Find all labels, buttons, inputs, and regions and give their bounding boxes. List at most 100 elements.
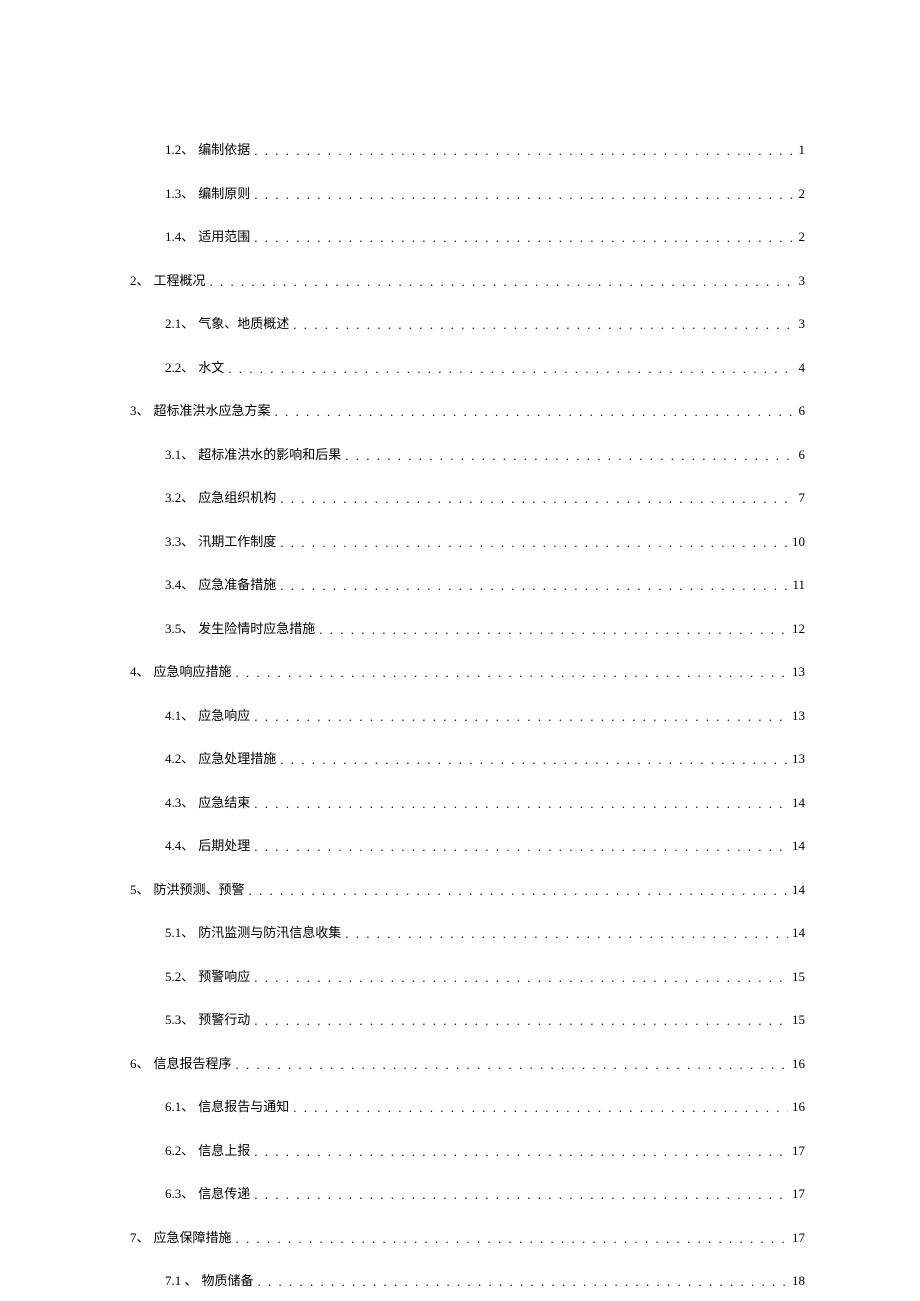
toc-entry: 2.1、气象、地质概述3 (115, 314, 805, 334)
toc-entry-page: 15 (792, 967, 805, 987)
toc-entry-page: 15 (792, 1010, 805, 1030)
toc-entry-page: 14 (792, 836, 805, 856)
toc-entry-number: 7.1 、 (165, 1271, 198, 1291)
toc-leader-dots (280, 489, 794, 509)
toc-entry-page: 17 (792, 1141, 805, 1161)
toc-entry-page: 12 (792, 619, 805, 639)
toc-entry-page: 17 (792, 1184, 805, 1204)
toc-entry-number: 3.3、 (165, 532, 194, 552)
toc-entry-page: 14 (792, 880, 805, 900)
toc-entry: 3.1、超标准洪水的影响和后果 6 (115, 445, 805, 465)
toc-entry-number: 4.4、 (165, 836, 194, 856)
toc-entry-page: 16 (792, 1097, 805, 1117)
toc-entry-number: 6.1、 (165, 1097, 194, 1117)
toc-entry: 3.5、发生险情时应急措施 12 (115, 619, 805, 639)
toc-entry-page: 10 (792, 532, 805, 552)
toc-entry-page: 14 (792, 793, 805, 813)
toc-entry-title: 应急保障措施 (154, 1228, 232, 1248)
toc-entry-number: 2.1、 (165, 314, 194, 334)
toc-entry-page: 16 (792, 1054, 805, 1074)
toc-leader-dots (319, 620, 788, 640)
toc-entry-title: 预警响应 (198, 967, 250, 987)
toc-entry-title: 防洪预测、预警 (154, 880, 245, 900)
toc-entry: 4.2、应急处理措施 13 (115, 749, 805, 769)
toc-entry: 2.2、水文4 (115, 358, 805, 378)
toc-entry-number: 4.3、 (165, 793, 194, 813)
toc-entry: 5.3、预警行动 15 (115, 1010, 805, 1030)
toc-leader-dots (293, 1098, 788, 1118)
toc-entry-number: 5.2、 (165, 967, 194, 987)
toc-entry-page: 13 (792, 749, 805, 769)
toc-entry-page: 13 (792, 706, 805, 726)
toc-entry: 1.3、编制原则2 (115, 184, 805, 204)
toc-entry: 5.2、预警响应 15 (115, 967, 805, 987)
toc-entry-number: 3.4、 (165, 575, 194, 595)
toc-leader-dots (280, 533, 788, 553)
toc-leader-dots (254, 1185, 788, 1205)
toc-entry-page: 17 (792, 1228, 805, 1248)
toc-entry: 4.1、应急响应13 (115, 706, 805, 726)
toc-entry-title: 超标准洪水的影响和后果 (198, 445, 341, 465)
toc-entry-page: 6 (799, 401, 806, 421)
toc-entry: 7.1 、物质储备 18 (115, 1271, 805, 1291)
toc-entry-page: 18 (792, 1271, 805, 1291)
toc-entry: 6.3、信息传递17 (115, 1184, 805, 1204)
toc-entry-title: 应急处理措施 (198, 749, 276, 769)
toc-entry-page: 2 (799, 184, 806, 204)
toc-entry-title: 信息上报 (198, 1141, 250, 1161)
toc-entry-number: 2、 (130, 271, 150, 291)
toc-entry: 2、工程概况 3 (115, 271, 805, 291)
toc-leader-dots (254, 1011, 788, 1031)
toc-leader-dots (293, 315, 794, 335)
toc-entry-number: 3、 (130, 401, 150, 421)
toc-leader-dots (258, 1272, 788, 1292)
toc-entry-title: 信息报告程序 (154, 1054, 232, 1074)
toc-leader-dots (228, 359, 794, 379)
toc-entry: 7、应急保障措施17 (115, 1228, 805, 1248)
toc-entry-number: 4.2、 (165, 749, 194, 769)
toc-leader-dots (249, 881, 788, 901)
toc-entry: 6、信息报告程序16 (115, 1054, 805, 1074)
toc-entry-title: 编制原则 (198, 184, 250, 204)
toc-entry-title: 应急组织机构 (198, 488, 276, 508)
toc-leader-dots (210, 272, 795, 292)
table-of-contents: 1.2、编制依据11.3、编制原则21.4、适用范围22、工程概况32.1、气象… (115, 140, 805, 1291)
toc-entry-number: 5.1、 (165, 923, 194, 943)
toc-entry: 3.4、应急准备措施11 (115, 575, 805, 595)
toc-leader-dots (236, 1229, 788, 1249)
toc-leader-dots (280, 576, 788, 596)
toc-entry-title: 水文 (198, 358, 224, 378)
toc-entry-page: 3 (799, 314, 806, 334)
toc-entry-number: 1.2、 (165, 140, 194, 160)
toc-entry-page: 3 (799, 271, 806, 291)
toc-entry-title: 应急响应措施 (154, 662, 232, 682)
toc-entry-number: 2.2、 (165, 358, 194, 378)
toc-entry-number: 5.3、 (165, 1010, 194, 1030)
toc-entry: 1.2、编制依据1 (115, 140, 805, 160)
toc-leader-dots (280, 750, 788, 770)
toc-entry: 1.4、适用范围 2 (115, 227, 805, 247)
toc-entry-title: 预警行动 (198, 1010, 250, 1030)
toc-entry-number: 1.4、 (165, 227, 194, 247)
toc-leader-dots (236, 1055, 788, 1075)
toc-leader-dots (254, 837, 788, 857)
toc-leader-dots (345, 924, 788, 944)
toc-entry-page: 14 (792, 923, 805, 943)
toc-entry-title: 发生险情时应急措施 (198, 619, 315, 639)
toc-leader-dots (254, 185, 794, 205)
toc-leader-dots (254, 141, 794, 161)
toc-entry-title: 编制依据 (198, 140, 250, 160)
toc-entry-title: 工程概况 (154, 271, 206, 291)
toc-entry-number: 3.5、 (165, 619, 194, 639)
toc-entry: 4.4、后期处理14 (115, 836, 805, 856)
toc-entry-title: 应急准备措施 (198, 575, 276, 595)
toc-entry-title: 适用范围 (198, 227, 250, 247)
toc-entry: 3.2、应急组织机构7 (115, 488, 805, 508)
toc-entry: 3、超标准洪水应急方案6 (115, 401, 805, 421)
toc-entry-title: 物质储备 (202, 1271, 254, 1291)
toc-entry-number: 3.1、 (165, 445, 194, 465)
toc-entry-number: 4、 (130, 662, 150, 682)
toc-entry-page: 2 (799, 227, 806, 247)
toc-entry-page: 6 (799, 445, 806, 465)
toc-entry-page: 13 (792, 662, 805, 682)
